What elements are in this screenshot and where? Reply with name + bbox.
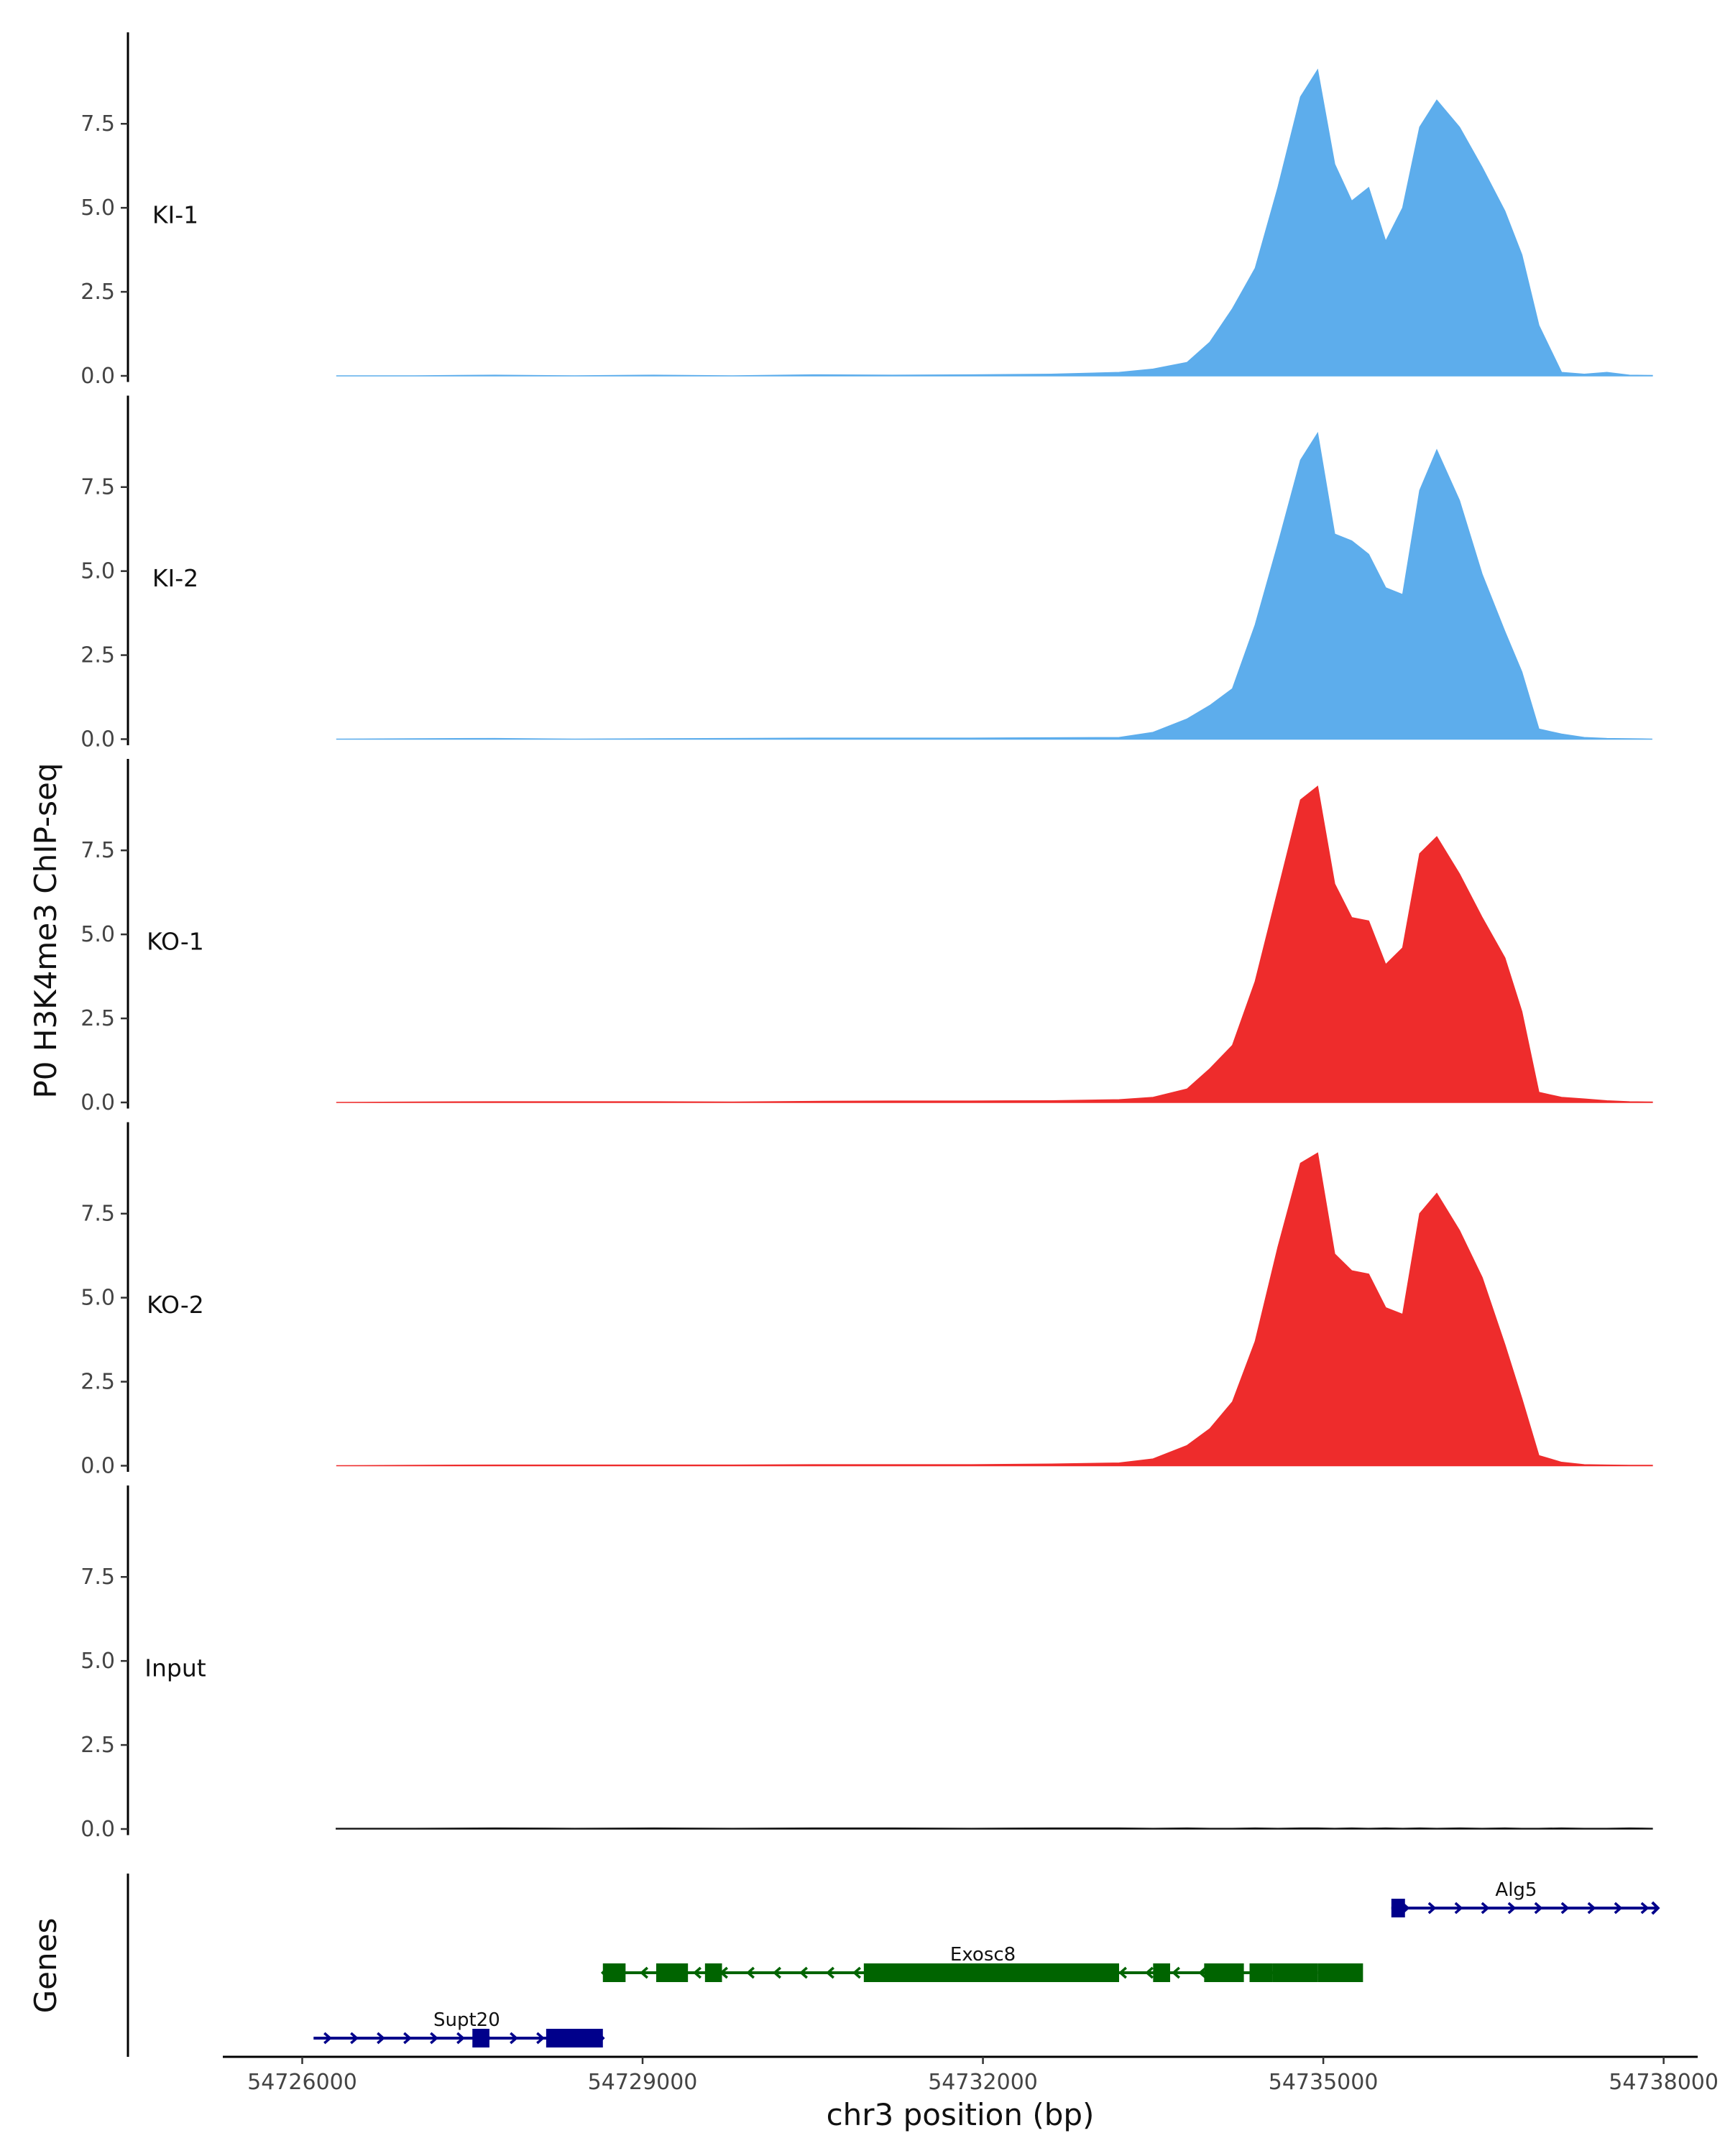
strand-arrow (536, 2032, 545, 2045)
exon (1317, 1963, 1363, 1982)
y-tick-label: 7.5 (80, 111, 115, 137)
y-tick-label: 5.0 (80, 1286, 115, 1311)
x-tick-label: 54732000 (928, 2070, 1038, 2095)
exon (1272, 1963, 1318, 1982)
y-axis-title: P0 H3K4me3 ChIP-seq (28, 763, 63, 1098)
y-tick-label: 0.0 (80, 1454, 115, 1479)
strand-arrow (693, 1966, 702, 1979)
strand-arrow (403, 2032, 412, 2045)
x-tick-label: 54729000 (588, 2070, 698, 2095)
strand-arrow (852, 1966, 861, 1979)
track-label-ko-1: KO-1 (147, 928, 204, 956)
y-tick-label: 5.0 (80, 195, 115, 221)
exon (704, 1963, 722, 1982)
gene-label-exosc8: Exosc8 (950, 1944, 1016, 1966)
exon (1204, 1963, 1244, 1982)
exon (1249, 1963, 1273, 1982)
strand-arrow (1614, 1902, 1623, 1915)
strand-arrow (640, 1966, 648, 1979)
strand-arrow (1172, 1966, 1180, 1979)
y-tick-label: 2.5 (80, 1006, 115, 1031)
track-label-input: Input (144, 1654, 206, 1682)
exon (472, 2029, 489, 2047)
strand-arrow (510, 2032, 518, 2045)
track-label-ko-2: KO-2 (147, 1291, 204, 1319)
track-ki-1: 0.0 2.5 5.0 7.5 KI-1 (80, 32, 1653, 389)
y-tick-label: 7.5 (80, 838, 115, 863)
coverage-area-ko-1 (336, 786, 1653, 1103)
strand-arrow (1560, 1902, 1570, 1915)
exon (1391, 1899, 1405, 1917)
coverage-area-ki-1 (336, 68, 1653, 377)
strand-arrow (773, 1966, 781, 1979)
strand-arrow (456, 2032, 465, 2045)
gene-label-supt20: Supt20 (433, 2009, 500, 2031)
y-tick-label: 7.5 (80, 1202, 115, 1227)
y-tick-label: 2.5 (80, 643, 115, 668)
strand-arrow (1587, 1902, 1596, 1915)
y-tick-label: 5.0 (80, 1649, 115, 1674)
y-tick-label: 0.0 (80, 1817, 115, 1842)
x-axis: 54726000 54729000 54732000 54735000 54738000 (223, 2055, 1719, 2095)
track-input: 0.0 2.5 5.0 7.5 Input (80, 1485, 1653, 1842)
y-tick-label: 7.5 (80, 1565, 115, 1590)
strand-arrow (1118, 1966, 1127, 1979)
exon (656, 1963, 689, 1982)
strand-arrow (1454, 1902, 1463, 1915)
strand-arrow (1145, 1966, 1154, 1979)
strand-arrow (1198, 1966, 1207, 1979)
y-tick-label: 2.5 (80, 1370, 115, 1395)
track-label-ki-2: KI-2 (152, 564, 198, 592)
strand-arrow (377, 2032, 385, 2045)
track-ko-2: 0.0 2.5 5.0 7.5 KO-2 (80, 1122, 1653, 1479)
strand-arrow (430, 2032, 438, 2045)
y-tick-label: 5.0 (80, 922, 115, 947)
gene-supt20: Supt20 (313, 2009, 605, 2047)
coverage-area-input (336, 1827, 1653, 1830)
exon (602, 1963, 626, 1982)
genes-panel: Supt20 Exosc8 Alg5 (126, 1874, 1660, 2057)
track-label-ki-1: KI-1 (152, 201, 198, 229)
exon (1153, 1963, 1171, 1982)
coverage-tracks: 0.0 2.5 5.0 7.5 KI-1 0.0 2.5 5.0 7.5 KI-2 0.0 2.5 5.… (80, 32, 1653, 1842)
strand-arrow (1481, 1902, 1490, 1915)
track-ki-2: 0.0 2.5 5.0 7.5 KI-2 (80, 395, 1652, 752)
y-tick-label: 0.0 (80, 364, 115, 389)
y-tick-label: 7.5 (80, 475, 115, 500)
strand-arrow (826, 1966, 834, 1979)
strand-arrow (1507, 1902, 1517, 1915)
exon (546, 2029, 603, 2047)
strand-arrow (323, 2032, 332, 2045)
genes-axis-title: Genes (28, 1918, 63, 2014)
coverage-area-ko-2 (336, 1152, 1653, 1467)
x-tick-label: 54735000 (1269, 2070, 1379, 2095)
x-tick-label: 54726000 (247, 2070, 357, 2095)
exon (863, 1963, 1119, 1982)
y-tick-label: 0.0 (80, 1090, 115, 1115)
strand-arrow (746, 1966, 755, 1979)
strand-arrow (799, 1966, 808, 1979)
gene-label-alg5: Alg5 (1495, 1879, 1537, 1901)
coverage-area-ki-2 (336, 431, 1652, 740)
y-tick-label: 2.5 (80, 1733, 115, 1758)
y-tick-label: 0.0 (80, 727, 115, 752)
x-tick-label: 54738000 (1609, 2070, 1719, 2095)
x-axis-title: chr3 position (bp) (827, 2097, 1095, 2132)
gene-exosc8: Exosc8 (600, 1944, 1363, 1982)
y-tick-label: 5.0 (80, 559, 115, 584)
strand-arrow (1640, 1902, 1650, 1915)
strand-arrow (350, 2032, 359, 2045)
gene-alg5: Alg5 (1391, 1879, 1660, 1917)
strand-arrow (1427, 1902, 1437, 1915)
strand-arrow (1534, 1902, 1543, 1915)
track-ko-1: 0.0 2.5 5.0 7.5 KO-1 (80, 759, 1653, 1115)
strand-arrow-end (1651, 1901, 1660, 1915)
y-tick-label: 2.5 (80, 280, 115, 305)
